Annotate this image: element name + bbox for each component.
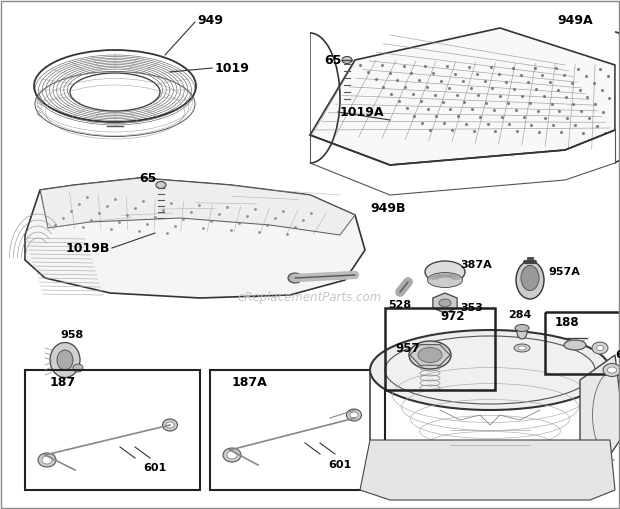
Ellipse shape — [288, 273, 302, 283]
Text: 949: 949 — [197, 14, 223, 26]
Text: 601: 601 — [143, 463, 167, 473]
Ellipse shape — [347, 409, 361, 421]
Ellipse shape — [370, 330, 610, 410]
Text: 957: 957 — [395, 342, 420, 354]
Ellipse shape — [418, 348, 442, 362]
Text: 1019A: 1019A — [340, 105, 384, 119]
Ellipse shape — [428, 272, 463, 288]
Ellipse shape — [521, 266, 539, 291]
Text: 353: 353 — [460, 303, 483, 313]
Ellipse shape — [564, 340, 586, 350]
Ellipse shape — [156, 182, 166, 188]
Ellipse shape — [73, 364, 83, 372]
Ellipse shape — [425, 261, 465, 283]
Ellipse shape — [227, 451, 237, 459]
Text: 1019B: 1019B — [66, 241, 110, 254]
Ellipse shape — [518, 346, 526, 350]
Ellipse shape — [70, 73, 160, 111]
Ellipse shape — [385, 336, 595, 404]
Text: 949A: 949A — [557, 14, 593, 26]
Ellipse shape — [223, 448, 241, 462]
Ellipse shape — [515, 325, 529, 331]
Ellipse shape — [409, 341, 451, 369]
Ellipse shape — [517, 325, 527, 339]
Ellipse shape — [592, 342, 608, 354]
Ellipse shape — [166, 422, 174, 428]
Ellipse shape — [516, 261, 544, 299]
Text: 601: 601 — [329, 460, 352, 470]
Text: 958: 958 — [60, 330, 84, 340]
Polygon shape — [360, 440, 615, 500]
Polygon shape — [580, 355, 620, 470]
Bar — [545, 312, 620, 374]
Text: 65: 65 — [324, 53, 342, 67]
Ellipse shape — [162, 419, 177, 431]
Text: 528: 528 — [389, 300, 412, 310]
Ellipse shape — [38, 453, 56, 467]
Text: 65: 65 — [140, 172, 157, 184]
Ellipse shape — [342, 56, 352, 64]
Ellipse shape — [42, 456, 52, 464]
Polygon shape — [25, 178, 365, 298]
Ellipse shape — [50, 343, 80, 378]
Ellipse shape — [57, 350, 73, 370]
Text: 972: 972 — [440, 310, 464, 324]
Ellipse shape — [608, 367, 616, 373]
Text: 187A: 187A — [232, 376, 268, 388]
Ellipse shape — [350, 412, 358, 418]
Text: 188: 188 — [555, 316, 580, 328]
Polygon shape — [433, 293, 457, 313]
Text: 187: 187 — [50, 376, 76, 388]
Ellipse shape — [596, 346, 603, 351]
Text: eReplacementParts.com: eReplacementParts.com — [238, 291, 382, 303]
Text: 387A: 387A — [460, 260, 492, 270]
Text: 670: 670 — [615, 350, 620, 360]
Bar — [210, 370, 385, 490]
Polygon shape — [410, 345, 450, 365]
Bar — [25, 370, 200, 490]
Polygon shape — [310, 28, 615, 165]
Text: 1019: 1019 — [215, 62, 250, 74]
Ellipse shape — [603, 363, 620, 377]
Polygon shape — [40, 178, 355, 235]
Ellipse shape — [514, 344, 530, 352]
Text: 284: 284 — [508, 310, 532, 320]
Bar — [385, 308, 495, 390]
Ellipse shape — [439, 299, 451, 307]
Text: 949B: 949B — [370, 202, 405, 214]
Text: 957A: 957A — [548, 267, 580, 277]
